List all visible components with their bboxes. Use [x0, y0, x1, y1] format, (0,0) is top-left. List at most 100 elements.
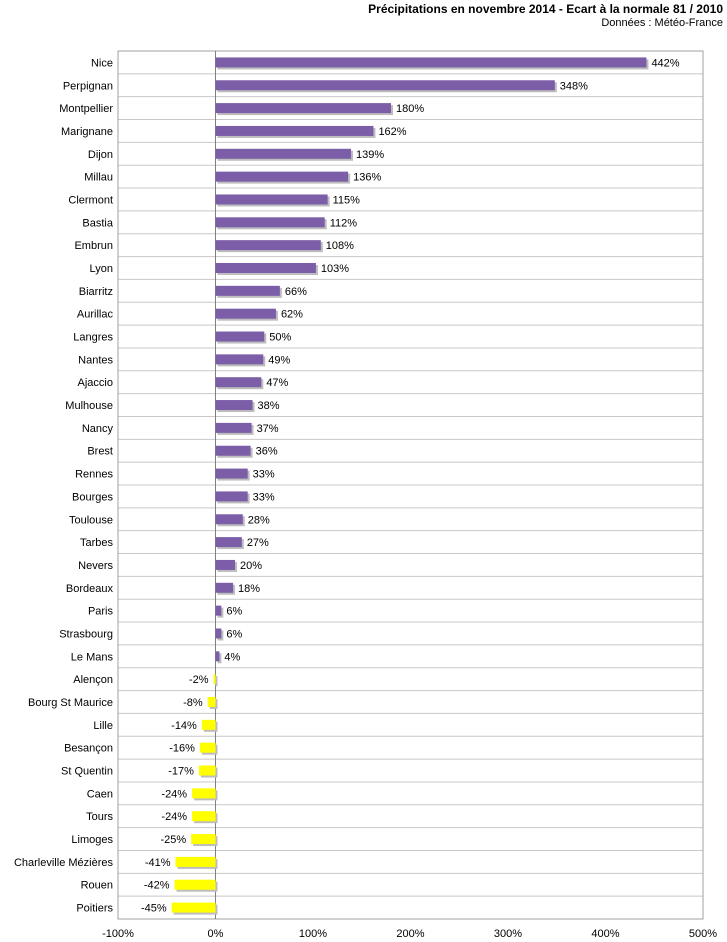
value-label: 115% [333, 194, 361, 206]
category-label: Langres [73, 332, 113, 344]
x-tick-label: 100% [299, 928, 327, 940]
bar [215, 103, 391, 114]
value-label: 33% [253, 469, 275, 481]
category-label: Rouen [81, 880, 113, 892]
value-label: 66% [285, 286, 307, 298]
value-label: -24% [161, 811, 187, 823]
category-label: Montpellier [59, 103, 113, 115]
bar [215, 354, 264, 365]
value-label: 50% [269, 332, 291, 344]
bar [215, 605, 222, 616]
category-label: Bourges [72, 491, 113, 503]
category-label: Brest [87, 446, 113, 458]
value-label: -41% [145, 857, 171, 869]
value-label: 36% [256, 446, 278, 458]
value-label: -24% [161, 788, 187, 800]
category-label: Dijon [88, 149, 113, 161]
category-label: Bastia [82, 217, 113, 229]
bar [215, 582, 234, 593]
value-label: 108% [326, 240, 354, 252]
x-tick-label: 0% [208, 928, 224, 940]
category-label: Limoges [71, 834, 113, 846]
bar [215, 537, 242, 548]
bar-shadow [217, 653, 222, 664]
bar [215, 628, 222, 639]
x-tick-label: 200% [396, 928, 424, 940]
value-label: 28% [248, 514, 270, 526]
bar [215, 125, 374, 136]
bar [215, 422, 252, 433]
category-label: Aurillac [77, 309, 114, 321]
value-label: -14% [171, 720, 197, 732]
category-label: Embrun [74, 240, 113, 252]
value-label: 49% [268, 354, 290, 366]
category-label: Alençon [73, 674, 113, 686]
category-label: St Quentin [61, 766, 113, 778]
bar [215, 377, 262, 388]
category-label: Nevers [78, 560, 113, 572]
x-tick-label: 400% [591, 928, 619, 940]
value-label: 27% [247, 537, 269, 549]
bar [215, 57, 647, 68]
bar [215, 285, 280, 296]
value-label: 442% [651, 57, 679, 69]
value-label: -17% [168, 766, 194, 778]
bar [215, 331, 265, 342]
category-label: Nantes [78, 354, 113, 366]
value-label: 4% [224, 651, 240, 663]
chart-subtitle: Données : Météo-France [601, 17, 723, 29]
bar-shadow [215, 676, 218, 687]
bar [213, 674, 216, 685]
category-label: Caen [87, 788, 113, 800]
chart-title: Précipitations en novembre 2014 - Ecart … [368, 2, 723, 16]
value-label: -8% [183, 697, 203, 709]
bar [171, 902, 216, 913]
value-label: 112% [330, 217, 358, 229]
bar [215, 445, 251, 456]
value-label: 6% [226, 628, 242, 640]
bar [215, 171, 349, 182]
bar [174, 879, 216, 890]
value-label: 37% [257, 423, 279, 435]
value-label: 6% [226, 606, 242, 618]
value-label: -2% [189, 674, 209, 686]
value-label: 18% [238, 583, 260, 595]
x-tick-label: 300% [494, 928, 522, 940]
value-label: 47% [266, 377, 288, 389]
value-label: -25% [160, 834, 186, 846]
bar [215, 308, 276, 319]
value-label: -16% [169, 743, 195, 755]
value-label: 62% [281, 309, 303, 321]
category-label: Charleville Mézières [14, 857, 114, 869]
value-label: 162% [378, 126, 406, 138]
x-tick-label: -100% [102, 928, 134, 940]
bar [215, 514, 243, 525]
category-label: Paris [88, 606, 114, 618]
bar [201, 719, 216, 730]
category-label: Bordeaux [66, 583, 114, 595]
category-label: Lille [93, 720, 113, 732]
value-label: 139% [356, 149, 384, 161]
category-label: Millau [84, 172, 113, 184]
bar [175, 856, 216, 867]
category-label: Marignane [61, 126, 113, 138]
value-label: 103% [321, 263, 349, 275]
category-label: Clermont [68, 194, 113, 206]
value-label: 180% [396, 103, 424, 115]
category-label: Nice [91, 57, 113, 69]
bar [198, 765, 216, 776]
category-label: Poitiers [76, 903, 113, 915]
plot-border [117, 50, 704, 920]
bar [207, 697, 216, 707]
value-label: -42% [144, 880, 170, 892]
category-label: Toulouse [69, 514, 113, 526]
value-label: 38% [258, 400, 280, 412]
category-label: Le Mans [71, 651, 114, 663]
category-label: Mulhouse [65, 400, 113, 412]
value-label: 20% [240, 560, 262, 572]
value-label: 33% [253, 491, 275, 503]
category-label: Biarritz [79, 286, 113, 298]
bar [215, 559, 235, 570]
bar [215, 240, 321, 251]
x-tick-label: 500% [689, 928, 717, 940]
